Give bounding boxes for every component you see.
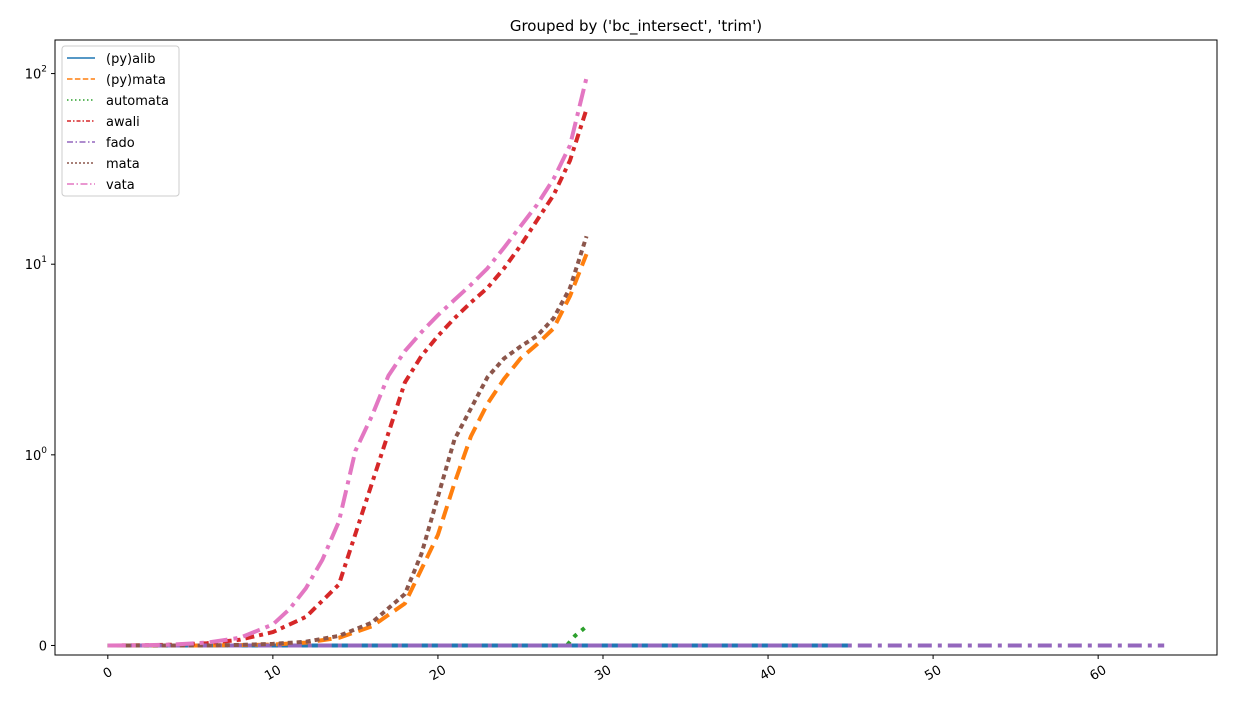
plot-frame xyxy=(54,39,1218,656)
y-axis: 0 100 101 102 xyxy=(25,65,55,654)
legend-label-0: (py)alib xyxy=(106,52,156,67)
series-line-6 xyxy=(107,77,589,648)
series-line-5 xyxy=(107,235,589,648)
x-tick-label: 50 xyxy=(922,663,944,684)
legend-label-6: vata xyxy=(106,178,135,193)
y-tick-label: 101 xyxy=(25,255,47,273)
legend-label-2: automata xyxy=(106,94,169,109)
y-tick-label: 100 xyxy=(25,446,48,464)
y-tick-label: 102 xyxy=(25,65,47,83)
series-line-1 xyxy=(107,253,589,648)
x-tick-label: 20 xyxy=(427,663,449,684)
x-axis: 0 10 20 30 40 50 60 xyxy=(101,655,1109,684)
legend-label-4: fado xyxy=(106,136,135,151)
x-tick-label: 10 xyxy=(262,663,284,684)
legend-box xyxy=(61,45,180,197)
legend-label-1: (py)mata xyxy=(106,73,166,88)
x-tick-label: 40 xyxy=(757,663,779,684)
legend: (py)alib (py)mata automata awali fado mata vat… xyxy=(61,45,180,197)
x-tick-label: 30 xyxy=(592,663,614,684)
legend-label-5: mata xyxy=(106,157,140,172)
y-tick-label: 0 xyxy=(39,639,47,654)
legend-label-3: awali xyxy=(106,115,140,130)
chart-title: Grouped by ('bc_intersect', 'trim') xyxy=(510,17,762,36)
x-tick-label: 60 xyxy=(1087,663,1109,684)
plot-lines xyxy=(107,77,1165,648)
